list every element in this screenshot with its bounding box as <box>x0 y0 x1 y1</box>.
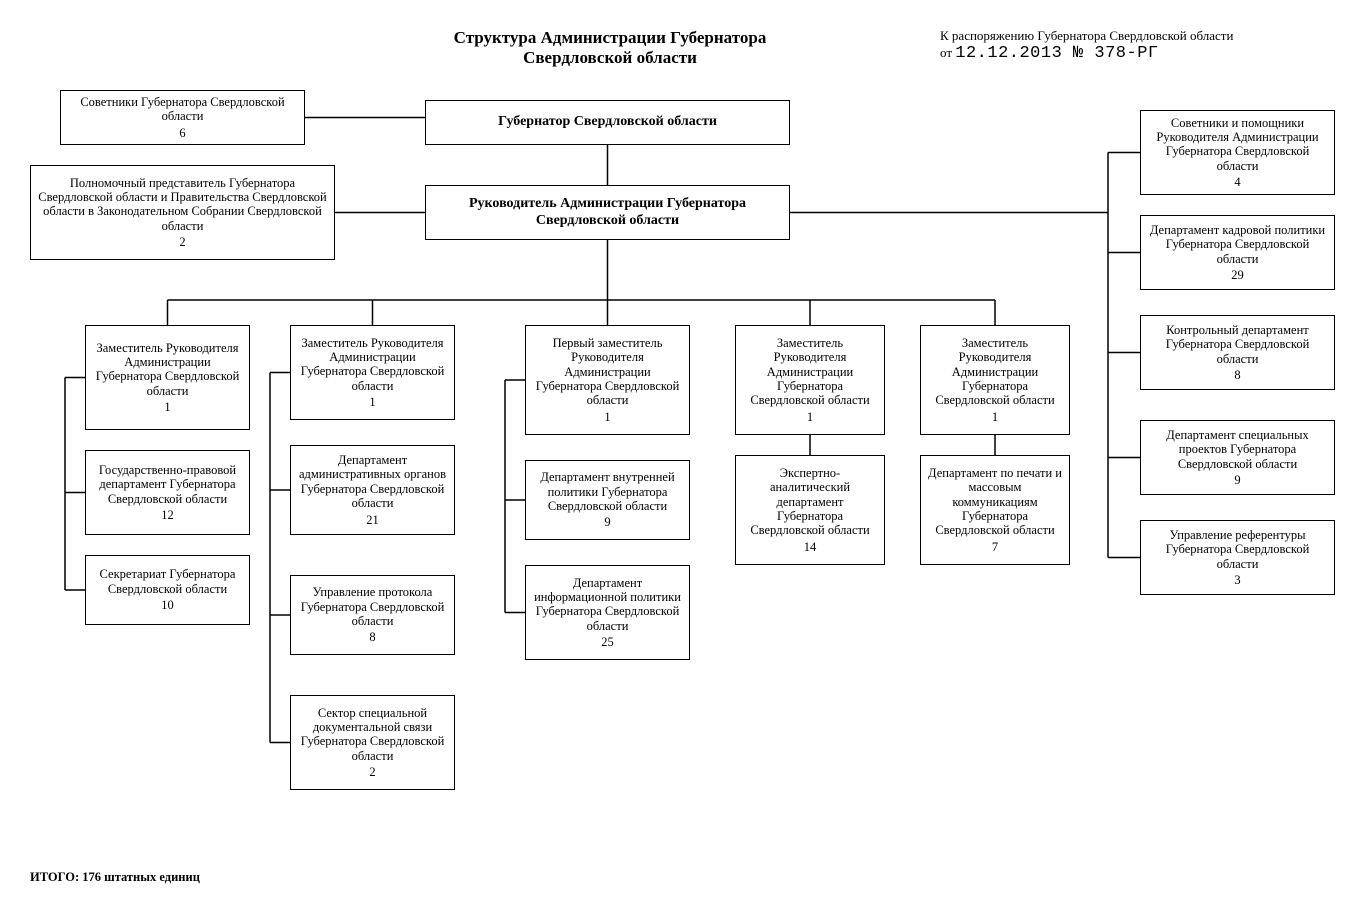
node-count: 12 <box>161 508 174 522</box>
node-label: Заместитель Руководителя Администрации Г… <box>297 336 448 394</box>
decree-date: 12.12.2013 № 378-РГ <box>955 44 1158 63</box>
node-count: 8 <box>369 630 375 644</box>
node-protokol: Управление протокола Губернатора Свердло… <box>290 575 455 655</box>
node-count: 4 <box>1234 175 1240 189</box>
node-label: Губернатор Свердловской области <box>498 114 717 130</box>
node-count: 2 <box>179 235 185 249</box>
node-count: 1 <box>369 395 375 409</box>
node-zam5: Заместитель Руководителя Администрации Г… <box>920 325 1070 435</box>
node-label: Секретариат Губернатора Свердловской обл… <box>92 567 243 596</box>
node-admin_org: Департамент административных органов Губ… <box>290 445 455 535</box>
node-count: 9 <box>1234 473 1240 487</box>
node-kontrol: Контрольный департамент Губернатора Свер… <box>1140 315 1335 390</box>
node-label: Первый заместитель Руководителя Админист… <box>532 336 683 408</box>
node-label: Полномочный представитель Губернатора Св… <box>37 176 328 234</box>
node-vnutr_pol: Департамент внутренней политики Губернат… <box>525 460 690 540</box>
node-count: 29 <box>1231 268 1244 282</box>
node-count: 1 <box>992 410 998 424</box>
node-zam1: Заместитель Руководителя Администрации Г… <box>85 325 250 430</box>
node-label: Заместитель Руководителя Администрации Г… <box>742 336 878 408</box>
node-label: Департамент кадровой политики Губернатор… <box>1147 223 1328 266</box>
node-label: Управление протокола Губернатора Свердло… <box>297 585 448 628</box>
node-label: Заместитель Руководителя Администрации Г… <box>92 341 243 399</box>
node-label: Советники и помощники Руководителя Админ… <box>1147 116 1328 174</box>
node-pechat: Департамент по печати и массовым коммуни… <box>920 455 1070 565</box>
node-count: 21 <box>366 513 379 527</box>
node-label: Экспертно-аналитический департамент Губе… <box>742 466 878 538</box>
node-label: Государственно-правовой департамент Губе… <box>92 463 243 506</box>
node-count: 14 <box>804 540 817 554</box>
decree-reference: К распоряжению Губернатора Свердловской … <box>940 28 1233 63</box>
node-referentura: Управление референтуры Губернатора Сверд… <box>1140 520 1335 595</box>
node-gp_dept: Государственно-правовой департамент Губе… <box>85 450 250 535</box>
node-zam2: Заместитель Руководителя Администрации Г… <box>290 325 455 420</box>
node-sovetniki_gub: Советники Губернатора Свердловской облас… <box>60 90 305 145</box>
node-count: 3 <box>1234 573 1240 587</box>
node-count: 7 <box>992 540 998 554</box>
node-label: Департамент по печати и массовым коммуни… <box>927 466 1063 538</box>
node-count: 9 <box>604 515 610 529</box>
node-spec_proekt: Департамент специальных проектов Губерна… <box>1140 420 1335 495</box>
node-spec_svyaz: Сектор специальной документальной связи … <box>290 695 455 790</box>
decree-prefix: от <box>940 45 955 60</box>
node-rukovoditel: Руководитель Администрации Губернатора С… <box>425 185 790 240</box>
node-label: Департамент внутренней политики Губернат… <box>532 470 683 513</box>
node-count: 1 <box>604 410 610 424</box>
node-zam4: Заместитель Руководителя Администрации Г… <box>735 325 885 435</box>
title-line2: Свердловской области <box>523 48 697 67</box>
node-polnomochny: Полномочный представитель Губернатора Св… <box>30 165 335 260</box>
node-info_pol: Департамент информационной политики Губе… <box>525 565 690 660</box>
node-count: 25 <box>601 635 614 649</box>
node-label: Контрольный департамент Губернатора Свер… <box>1147 323 1328 366</box>
node-label: Руководитель Администрации Губернатора С… <box>432 196 783 228</box>
node-label: Советники Губернатора Свердловской облас… <box>67 95 298 124</box>
node-count: 6 <box>179 126 185 140</box>
diagram-title: Структура Администрации ГубернатораСверд… <box>400 28 820 68</box>
total-label: ИТОГО: 176 штатных единиц <box>30 870 200 885</box>
node-label: Департамент информационной политики Губе… <box>532 576 683 634</box>
decree-line1: К распоряжению Губернатора Свердловской … <box>940 28 1233 43</box>
node-pervyi_zam: Первый заместитель Руководителя Админист… <box>525 325 690 435</box>
node-count: 2 <box>369 765 375 779</box>
total-text: ИТОГО: 176 штатных единиц <box>30 870 200 884</box>
node-label: Департамент административных органов Губ… <box>297 453 448 511</box>
node-expert_anal: Экспертно-аналитический департамент Губе… <box>735 455 885 565</box>
node-count: 1 <box>807 410 813 424</box>
node-gubernator: Губернатор Свердловской области <box>425 100 790 145</box>
node-label: Департамент специальных проектов Губерна… <box>1147 428 1328 471</box>
node-sovetniki_ruk: Советники и помощники Руководителя Админ… <box>1140 110 1335 195</box>
node-label: Заместитель Руководителя Администрации Г… <box>927 336 1063 408</box>
node-count: 8 <box>1234 368 1240 382</box>
title-line1: Структура Администрации Губернатора <box>454 28 767 47</box>
node-count: 1 <box>164 400 170 414</box>
node-label: Сектор специальной документальной связи … <box>297 706 448 764</box>
node-kadr_pol: Департамент кадровой политики Губернатор… <box>1140 215 1335 290</box>
node-label: Управление референтуры Губернатора Сверд… <box>1147 528 1328 571</box>
node-sekretariat: Секретариат Губернатора Свердловской обл… <box>85 555 250 625</box>
node-count: 10 <box>161 598 174 612</box>
